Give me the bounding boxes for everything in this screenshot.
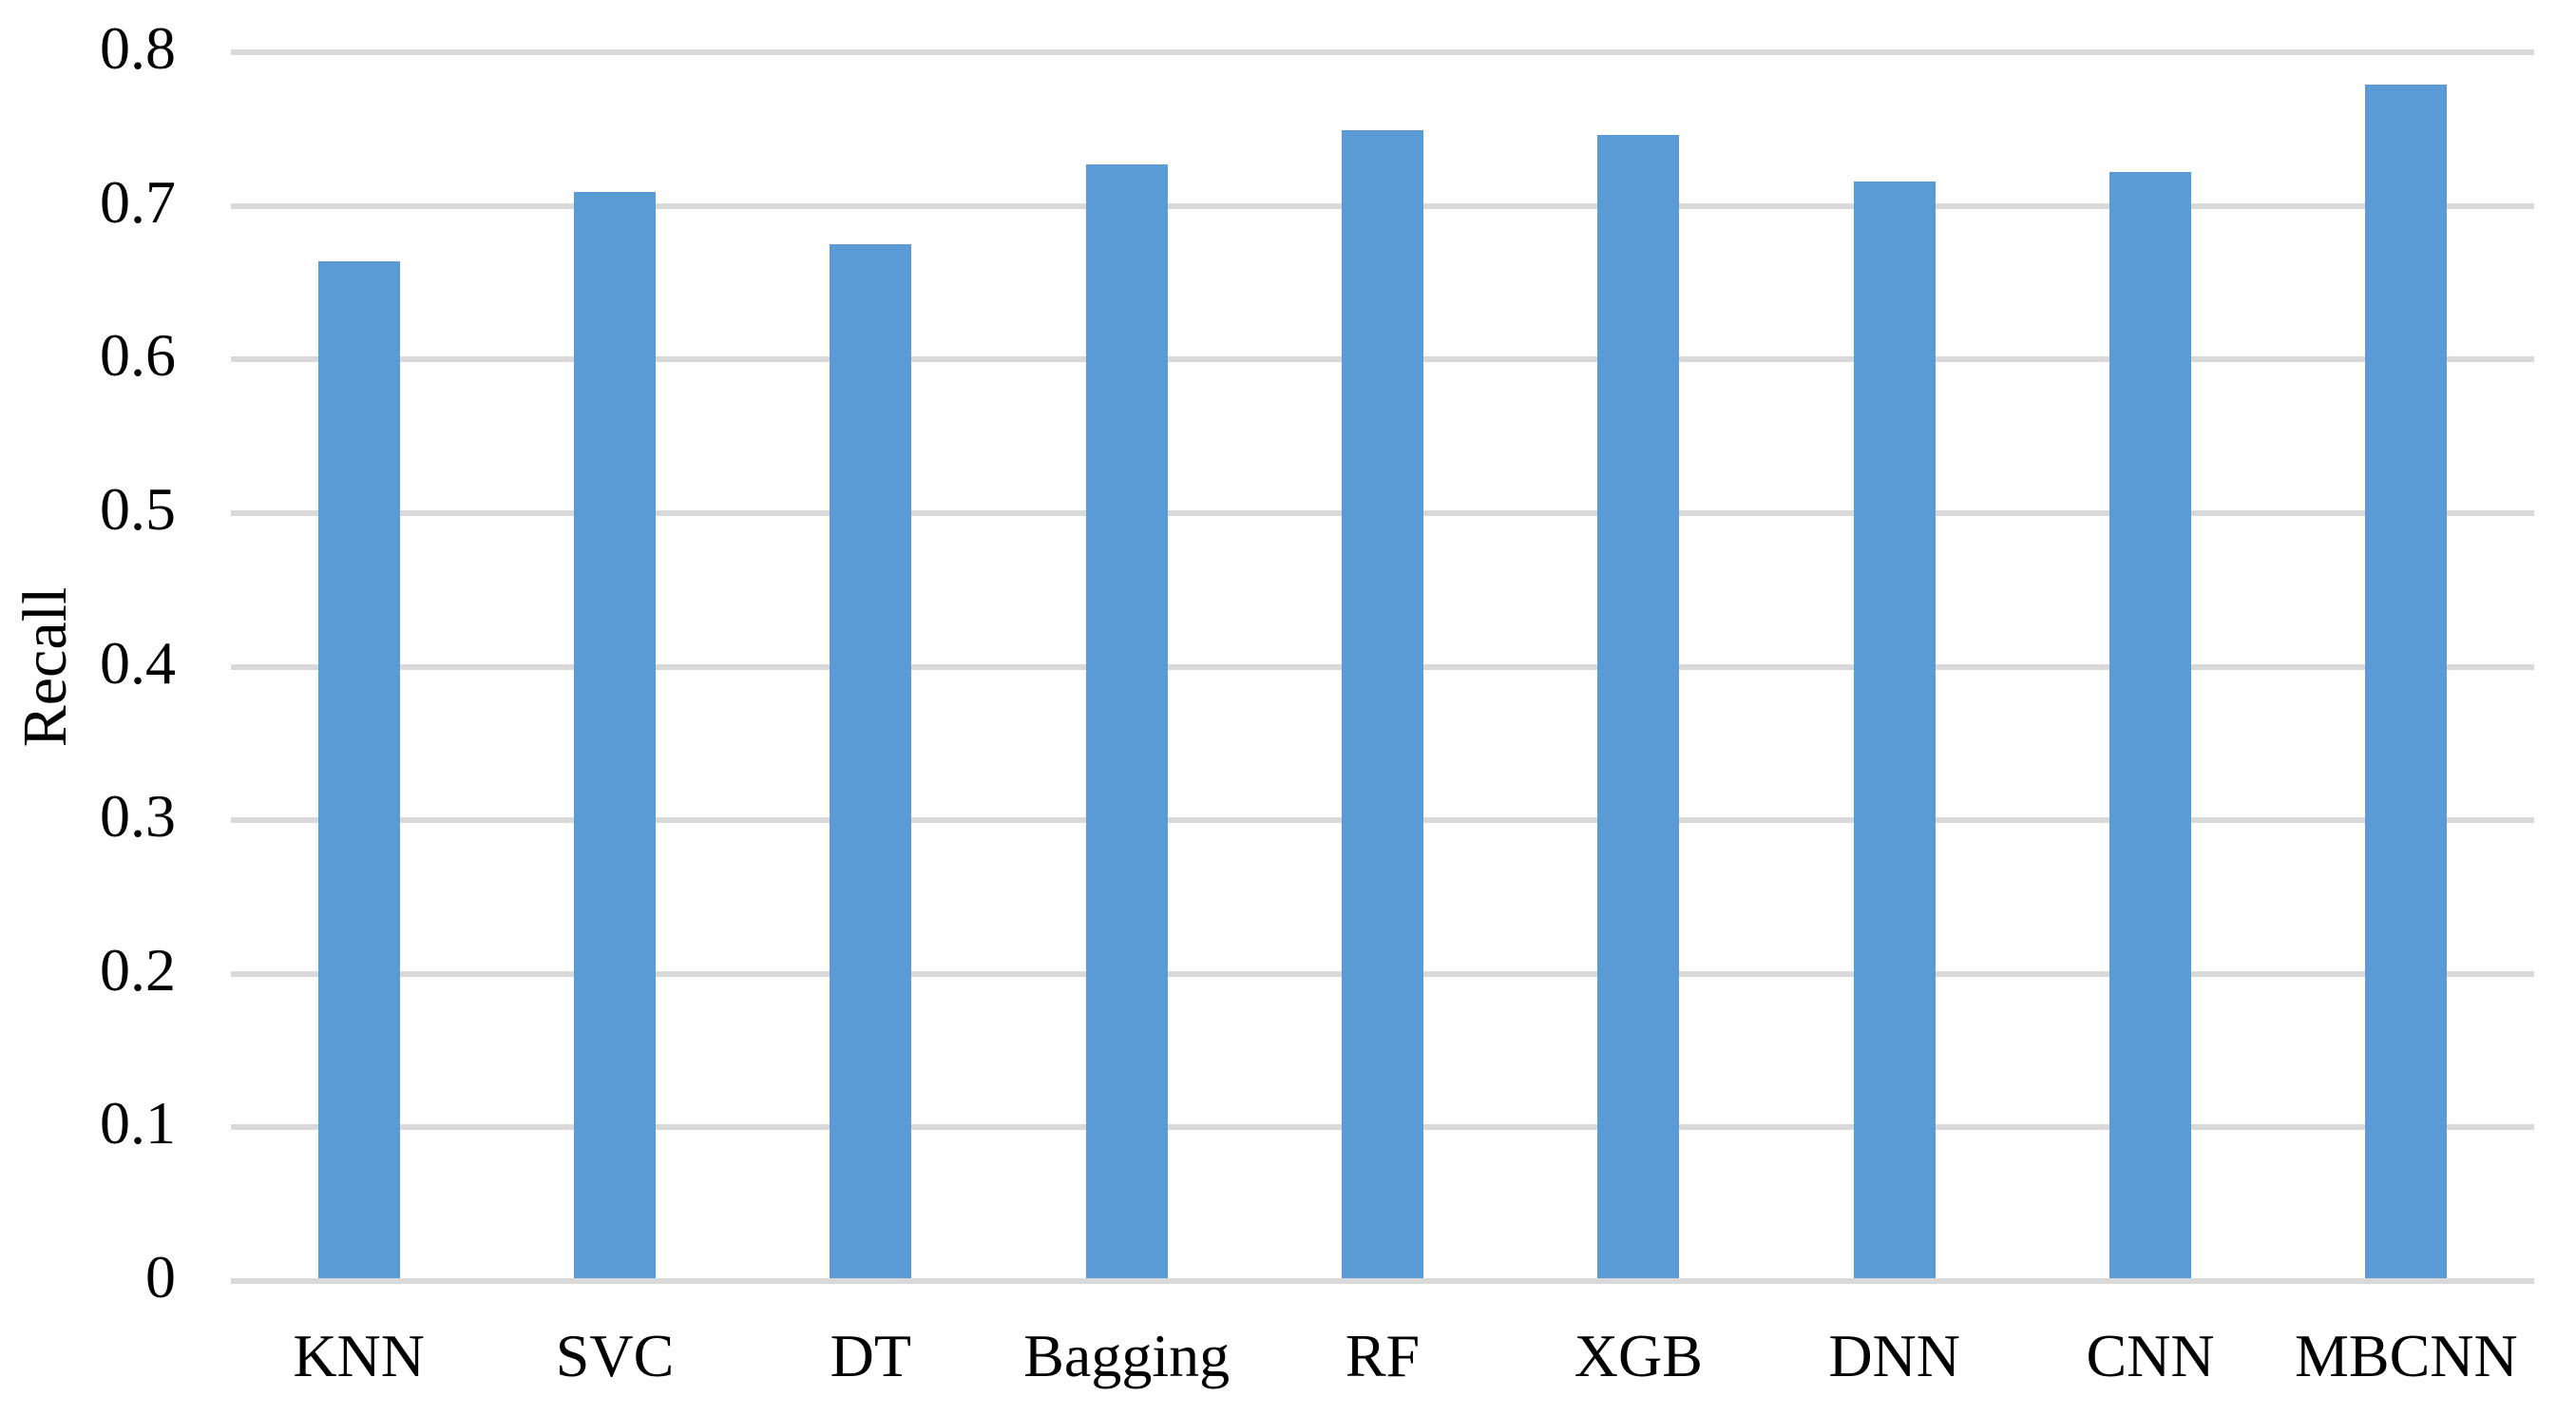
x-tick-label: XGB <box>1574 1322 1703 1389</box>
bar-cnn <box>2109 172 2191 1281</box>
x-axis-line <box>231 1278 2534 1284</box>
bar-rf <box>1342 130 1423 1281</box>
x-tick-label: DT <box>830 1322 911 1389</box>
y-tick-label: 0.3 <box>100 782 176 851</box>
bar-dt <box>830 244 912 1281</box>
y-tick-label: 0.1 <box>100 1089 176 1158</box>
x-tick-label: DNN <box>1828 1322 1960 1389</box>
gridline <box>231 49 2534 55</box>
y-tick-label: 0.7 <box>100 167 176 236</box>
bar-mbcnn <box>2365 84 2448 1281</box>
x-tick-label: SVC <box>555 1322 675 1389</box>
bar-svc <box>574 192 656 1281</box>
bar-knn <box>317 260 400 1281</box>
y-tick-label: 0.6 <box>100 321 176 390</box>
x-tick-label: KNN <box>293 1322 425 1389</box>
x-tick-label: CNN <box>2086 1322 2215 1389</box>
bar-xgb <box>1597 135 1680 1281</box>
x-tick-label: Bagging <box>1023 1322 1231 1389</box>
bar-dnn <box>1853 181 1936 1281</box>
y-tick-label: 0.2 <box>100 935 176 1004</box>
x-tick-label: MBCNN <box>2294 1322 2518 1389</box>
y-tick-label: 0.8 <box>100 14 176 82</box>
bar-bagging <box>1085 163 1168 1281</box>
y-tick-label: 0.5 <box>100 474 176 543</box>
y-tick-label: 0 <box>145 1243 176 1311</box>
y-tick-label: 0.4 <box>100 628 176 697</box>
x-tick-label: RF <box>1345 1322 1421 1389</box>
